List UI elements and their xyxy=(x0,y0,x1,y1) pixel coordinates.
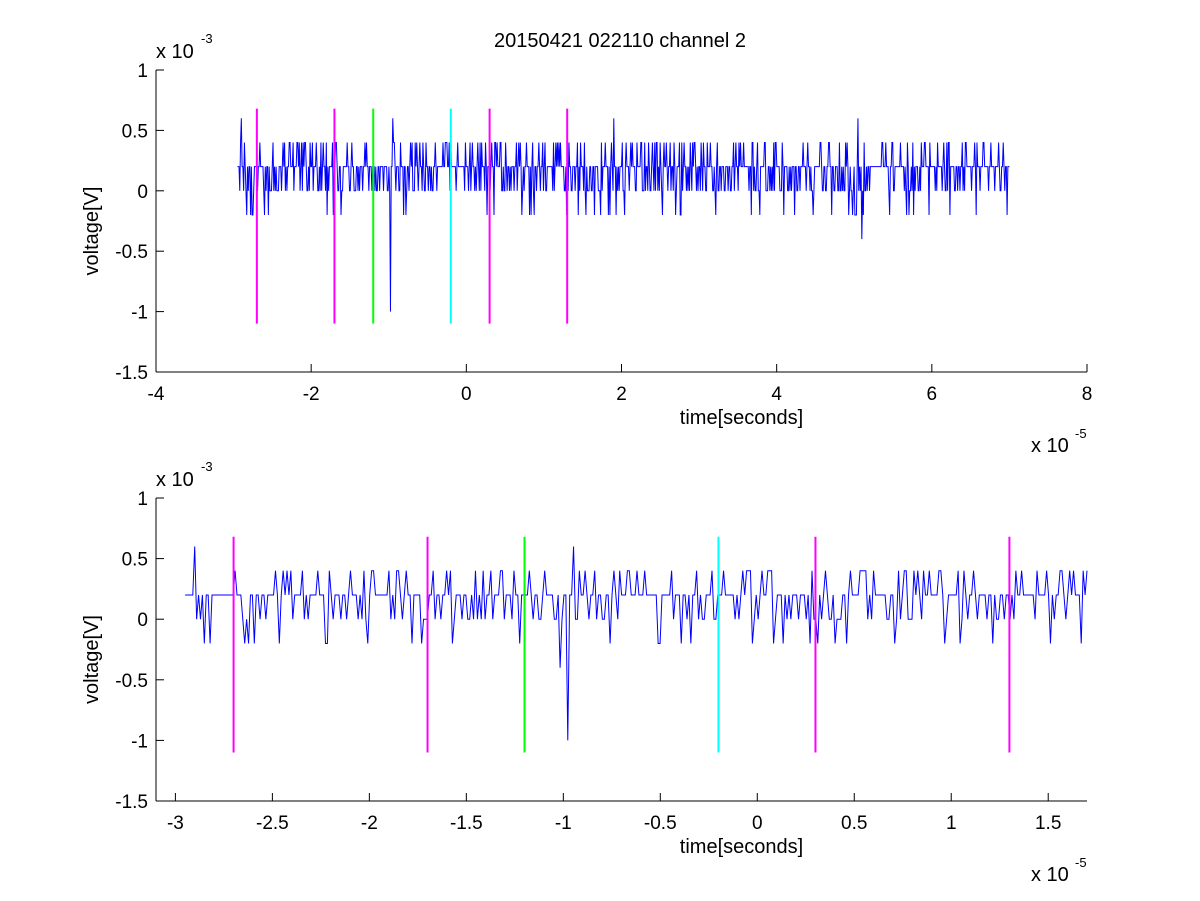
x-axis-label: time[seconds] xyxy=(680,836,803,858)
x-tick-label: 8 xyxy=(1082,384,1093,405)
x-tick-label: 2 xyxy=(616,384,627,405)
y-exponent-superscript: -3 xyxy=(201,459,213,474)
signal-series-line xyxy=(185,546,1088,741)
y-exponent-label: x 10 xyxy=(156,41,194,63)
x-axis-label: time[seconds] xyxy=(680,407,803,429)
x-tick-label: -2 xyxy=(303,384,320,405)
y-exponent-label: x 10 xyxy=(156,469,194,491)
y-exponent-superscript: -3 xyxy=(201,31,213,46)
bottom-plot: 1 0.5 0 -0.5 -1 -1.5 -3 -2.5 -2 -1.5 -1 -0.5 0 0.5 1 1.… xyxy=(81,459,1088,886)
y-tick-label: 0.5 xyxy=(122,121,148,142)
x-tick-label: 0 xyxy=(461,384,472,405)
y-tick-label: -1.5 xyxy=(115,792,148,813)
y-tick-label: -0.5 xyxy=(115,671,148,692)
y-tick-label: 0.5 xyxy=(122,550,148,571)
x-tick-label: 0.5 xyxy=(841,813,867,834)
x-tick-label: -3 xyxy=(167,813,184,834)
x-tick-label: 6 xyxy=(927,384,938,405)
x-tick-label: 0 xyxy=(752,813,763,834)
x-tick-label: -2.5 xyxy=(256,813,289,834)
x-tick-label: -4 xyxy=(148,384,165,405)
y-tick-label: 1 xyxy=(137,61,148,82)
x-tick-label: -1.5 xyxy=(450,813,483,834)
x-tick-label: -2 xyxy=(361,813,378,834)
y-tick-label: -1.5 xyxy=(115,363,148,384)
y-axis-label: voltage[V] xyxy=(81,187,103,276)
y-tick-label: -1 xyxy=(131,303,148,324)
y-axis-label: voltage[V] xyxy=(81,615,103,704)
x-tick-label: -1 xyxy=(555,813,572,834)
x-exponent-label: x 10 xyxy=(1031,864,1069,886)
y-tick-label: -0.5 xyxy=(115,242,148,263)
y-tick-label: 0 xyxy=(137,610,148,631)
x-tick-label: -0.5 xyxy=(644,813,677,834)
y-tick-label: -1 xyxy=(131,731,148,752)
y-tick-label: 1 xyxy=(137,489,148,510)
top-plot: 1 0.5 0 -0.5 -1 -1.5-4 -2 0 2 4 6 8 time[seconds] vol… xyxy=(81,31,1092,457)
x-exponent-superscript: -5 xyxy=(1075,426,1087,441)
y-tick-label: 0 xyxy=(137,182,148,203)
x-tick-label: 1 xyxy=(946,813,957,834)
x-tick-label: 1.5 xyxy=(1035,813,1061,834)
x-exponent-label: x 10 xyxy=(1031,435,1069,457)
x-exponent-superscript: -5 xyxy=(1075,855,1087,870)
figure-title: 20150421 022110 channel 2 xyxy=(494,30,746,52)
x-tick-label: 4 xyxy=(771,384,782,405)
signal-series-line xyxy=(237,118,1010,312)
